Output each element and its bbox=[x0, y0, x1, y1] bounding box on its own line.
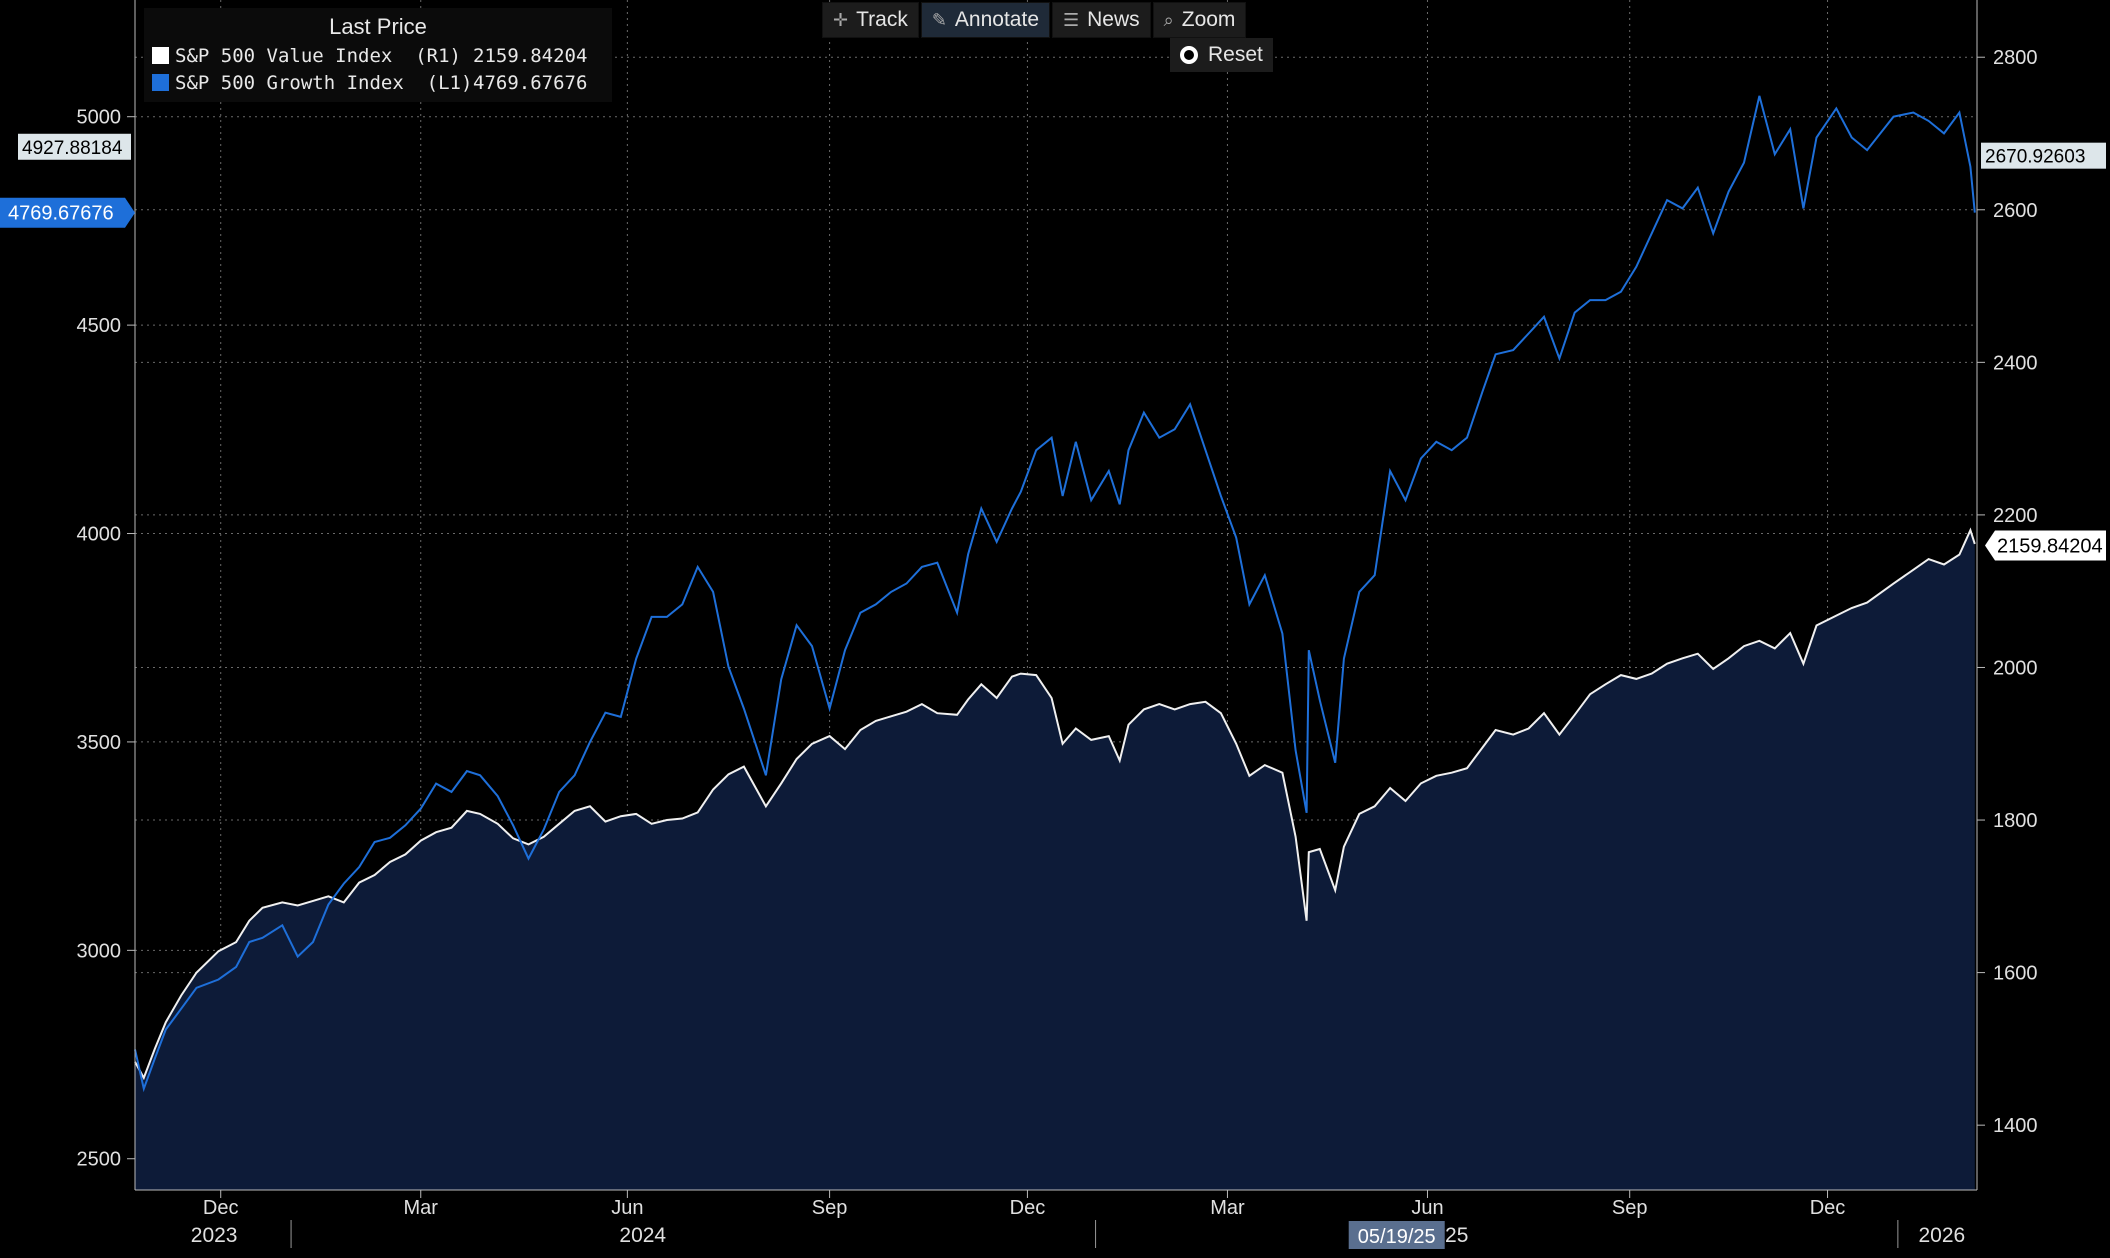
right-tick-label: 2600 bbox=[1993, 200, 2038, 222]
reset-label: Reset bbox=[1208, 43, 1263, 66]
annotate-button[interactable]: ✎ Annotate bbox=[920, 2, 1050, 38]
growth-index-line bbox=[134, 95, 1976, 1093]
legend-item-name: S&P 500 Value Index (R1) bbox=[175, 44, 461, 67]
x-tick-label: Dec bbox=[203, 1197, 239, 1219]
left-tick-label: 4500 bbox=[77, 315, 122, 337]
left-tick-label: 4000 bbox=[77, 524, 122, 546]
left-tick-label: 2500 bbox=[77, 1149, 122, 1171]
value-index-area bbox=[135, 530, 1975, 1190]
right-tick-label: 2400 bbox=[1993, 352, 2038, 374]
left-level-marker bbox=[18, 133, 131, 160]
news-icon: ☰ bbox=[1063, 9, 1080, 30]
legend: Last Price S&P 500 Value Index (R1) 2159… bbox=[144, 8, 612, 102]
x-tick-label: Dec bbox=[1010, 1197, 1046, 1219]
right-tick-label: 1400 bbox=[1993, 1115, 2038, 1137]
right-level-marker bbox=[1981, 142, 2106, 169]
x-tick-label: Jun bbox=[1411, 1197, 1443, 1219]
growth-swatch bbox=[152, 74, 169, 91]
value-last-price-marker bbox=[1985, 530, 2106, 561]
cursor-date-box bbox=[1348, 1221, 1445, 1249]
left-level-label: 4927.88184 bbox=[22, 138, 123, 159]
right-tick-label: 2200 bbox=[1993, 505, 2038, 527]
left-tick-label: 5000 bbox=[77, 107, 122, 129]
year-label: 2024 bbox=[619, 1224, 666, 1247]
chart-toolbar: ✛ Track ✎ Annotate ☰ News ⌕ Zoom bbox=[822, 2, 1247, 38]
legend-item-name: S&P 500 Growth Index (L1) bbox=[175, 71, 473, 94]
right-level-label: 2670.92603 bbox=[1985, 147, 2085, 168]
reset-icon bbox=[1180, 46, 1198, 64]
news-label: News bbox=[1087, 8, 1140, 31]
value-swatch bbox=[152, 47, 169, 64]
value-last-price-label: 2159.84204 bbox=[1997, 536, 2103, 558]
crosshair-icon: ✛ bbox=[833, 9, 849, 30]
track-button[interactable]: ✛ Track bbox=[822, 2, 919, 38]
left-tick-label: 3000 bbox=[77, 940, 122, 962]
annotate-label: Annotate bbox=[954, 8, 1039, 31]
legend-title: Last Price bbox=[329, 14, 427, 39]
cursor-date-label: 05/19/25 bbox=[1358, 1226, 1436, 1248]
legend-item-value[interactable]: S&P 500 Value Index (R1) 2159.84204 bbox=[152, 42, 604, 69]
legend-item-growth[interactable]: S&P 500 Growth Index (L1) 4769.67676 bbox=[152, 69, 604, 96]
growth-last-price-marker bbox=[0, 197, 135, 228]
growth-last-price-label: 4769.67676 bbox=[8, 203, 114, 225]
year-label: 2026 bbox=[1918, 1224, 1965, 1247]
right-tick-label: 2800 bbox=[1993, 47, 2038, 69]
right-tick-label: 2000 bbox=[1993, 657, 2038, 679]
left-tick-label: 3500 bbox=[77, 732, 122, 754]
right-tick-label: 1800 bbox=[1993, 810, 2038, 832]
x-tick-label: Mar bbox=[404, 1197, 439, 1219]
news-button[interactable]: ☰ News bbox=[1052, 2, 1151, 38]
x-tick-label: Sep bbox=[812, 1197, 848, 1219]
zoom-button[interactable]: ⌕ Zoom bbox=[1152, 2, 1247, 38]
legend-item-value: 4769.67676 bbox=[473, 71, 588, 94]
reset-button[interactable]: Reset bbox=[1170, 38, 1273, 72]
value-index-line bbox=[134, 527, 1976, 1081]
x-tick-label: Sep bbox=[1612, 1197, 1648, 1219]
legend-item-value: 2159.84204 bbox=[473, 44, 588, 67]
year-label: 2023 bbox=[191, 1224, 238, 1247]
right-tick-label: 1600 bbox=[1993, 963, 2038, 985]
x-tick-label: Dec bbox=[1810, 1197, 1846, 1219]
pencil-icon: ✎ bbox=[931, 9, 947, 30]
x-tick-label: Mar bbox=[1210, 1197, 1245, 1219]
magnifier-icon: ⌕ bbox=[1163, 9, 1174, 30]
track-label: Track bbox=[856, 8, 908, 31]
zoom-label: Zoom bbox=[1181, 8, 1236, 31]
x-tick-label: Jun bbox=[611, 1197, 643, 1219]
